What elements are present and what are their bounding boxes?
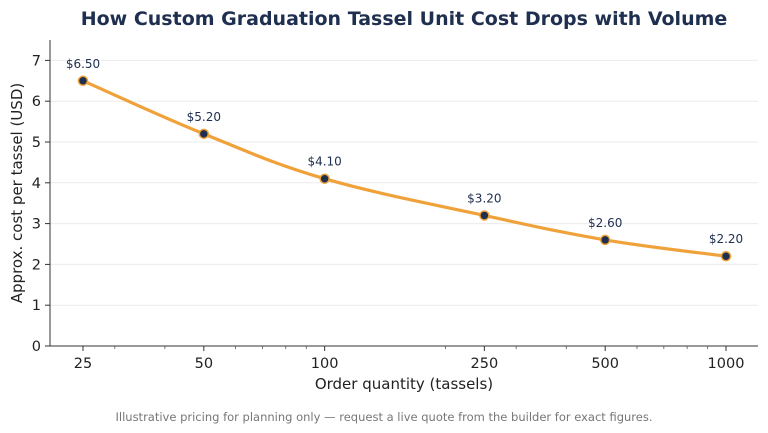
y-ticks: 0 1 2 3 4 5 6 7 (32, 53, 50, 355)
data-point-1 (198, 128, 210, 140)
y-tick-label-5: 5 (32, 135, 41, 151)
data-points (77, 75, 732, 262)
data-label-5: $2.20 (709, 232, 743, 246)
data-point-5 (720, 250, 732, 262)
data-point-4 (599, 234, 611, 246)
data-label-1: $5.20 (187, 110, 221, 124)
x-tick-label-1: 50 (195, 356, 213, 372)
y-tick-label-6: 6 (32, 94, 41, 110)
y-tick-label-2: 2 (32, 257, 41, 273)
grid (50, 59, 758, 306)
chart-title: How Custom Graduation Tassel Unit Cost D… (81, 8, 728, 30)
y-axis-label: Approx. cost per tassel (USD) (8, 83, 26, 303)
y-tick-label-1: 1 (32, 298, 41, 314)
footnote: Illustrative pricing for planning only —… (116, 410, 653, 424)
x-tick-label-0: 25 (74, 356, 92, 372)
data-point-0 (77, 75, 89, 87)
y-tick-label-4: 4 (32, 176, 41, 192)
x-minor-ticks (114, 346, 709, 349)
y-tick-label-7: 7 (32, 53, 41, 69)
x-axis-label: Order quantity (tassels) (315, 375, 493, 393)
x-tick-label-4: 500 (591, 356, 619, 372)
axes (49, 40, 758, 347)
data-label-2: $4.10 (307, 155, 341, 169)
data-point-2 (319, 173, 330, 184)
series-line (81, 79, 728, 258)
data-labels: $6.50 $5.20 $4.10 $3.20 $2.60 $2.20 (66, 57, 743, 246)
y-tick-label-3: 3 (32, 217, 41, 233)
x-tick-label-2: 100 (311, 356, 339, 372)
x-tick-label-3: 250 (471, 356, 499, 372)
data-label-4: $2.60 (588, 216, 622, 230)
x-tick-label-5: 1000 (708, 356, 745, 372)
x-ticks: 25 50 100 250 500 1000 (74, 346, 745, 372)
data-label-3: $3.20 (467, 191, 501, 205)
data-point-3 (479, 210, 490, 221)
y-tick-label-0: 0 (32, 339, 41, 355)
data-label-0: $6.50 (66, 57, 100, 71)
